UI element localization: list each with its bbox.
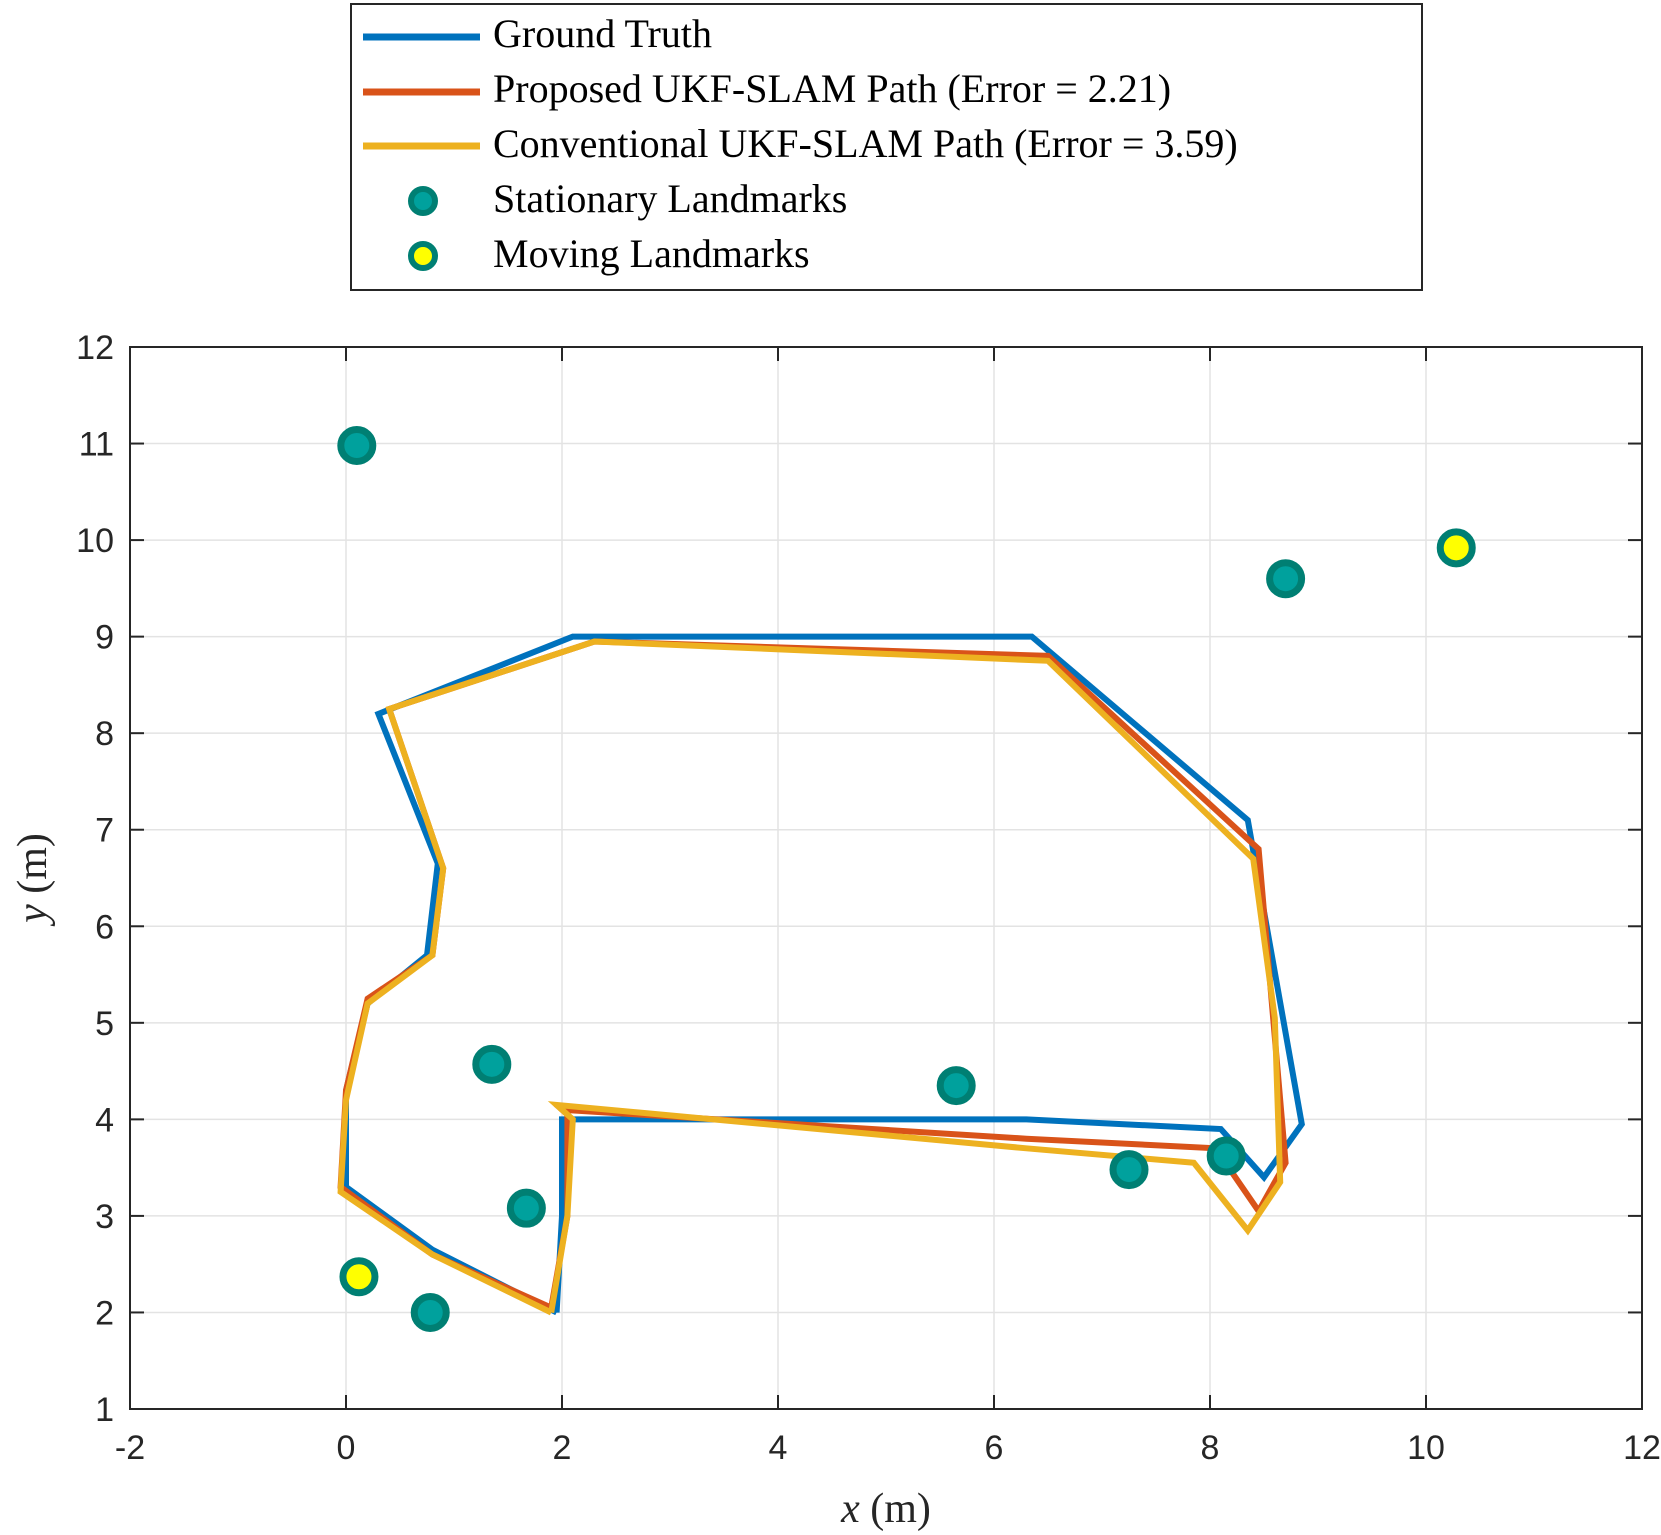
x-tick-label: 0 [337,1429,356,1467]
x-tick-label: 12 [1623,1429,1661,1467]
legend-marker-stationary [408,186,438,216]
y-tick-label: 1 [95,1391,114,1429]
grid [130,347,1642,1409]
x-tick-label: 8 [1201,1429,1220,1467]
legend-label-stationary: Stationary Landmarks [493,176,847,221]
legend-label-ground-truth: Ground Truth [493,11,712,56]
x-axis-var: x [840,1486,860,1532]
y-tick-label: 5 [95,1005,114,1043]
x-tick-label: 2 [553,1429,572,1467]
ticks [129,346,1643,1410]
landmark-layer [337,425,1476,1332]
y-tick-label: 8 [95,715,114,753]
x-tick-label: 6 [985,1429,1004,1467]
stationary-landmark [936,1066,976,1106]
y-tick-label: 9 [95,619,114,657]
legend-label-proposed: Proposed UKF-SLAM Path (Error = 2.21) [493,66,1171,111]
legend-label-moving: Moving Landmarks [493,231,810,276]
y-tick-label: 4 [95,1101,114,1139]
plot-background [130,347,1642,1409]
stationary-landmark [410,1292,450,1332]
stationary-landmark [506,1188,546,1228]
y-tick-label: 7 [95,812,114,850]
x-axis-unit: (m) [860,1486,931,1532]
moving-landmark [1436,528,1476,568]
stationary-landmark [472,1044,512,1084]
x-tick-label: 4 [769,1429,788,1467]
series-conventional-ukf-slam [337,638,1284,1316]
stationary-landmark [1266,559,1306,599]
legend-label-conventional: Conventional UKF-SLAM Path (Error = 3.59… [493,121,1238,166]
series-layer [337,633,1305,1316]
y-tick-label: 6 [95,908,114,946]
stationary-landmark [1206,1136,1246,1176]
y-tick-label: 2 [95,1294,114,1332]
y-tick-label: 12 [76,329,114,367]
y-tick-label: 10 [76,522,114,560]
y-tick-label: 3 [95,1198,114,1236]
x-axis-label: x (m) [840,1486,931,1532]
plot-frame [129,346,1643,1410]
legend: Ground Truth Proposed UKF-SLAM Path (Err… [350,3,1423,291]
x-tick-label: 10 [1407,1429,1445,1467]
stationary-landmark [337,425,377,465]
y-axis-label: y (m) [10,833,56,927]
moving-landmark [339,1257,379,1297]
y-axis-var: y [10,904,56,927]
legend-box [350,3,1423,291]
y-tick-label: 11 [79,426,114,464]
y-axis-unit: (m) [10,833,56,904]
legend-marker-moving [408,241,438,271]
x-tick-label: -2 [115,1429,145,1467]
stationary-landmark [1109,1150,1149,1190]
